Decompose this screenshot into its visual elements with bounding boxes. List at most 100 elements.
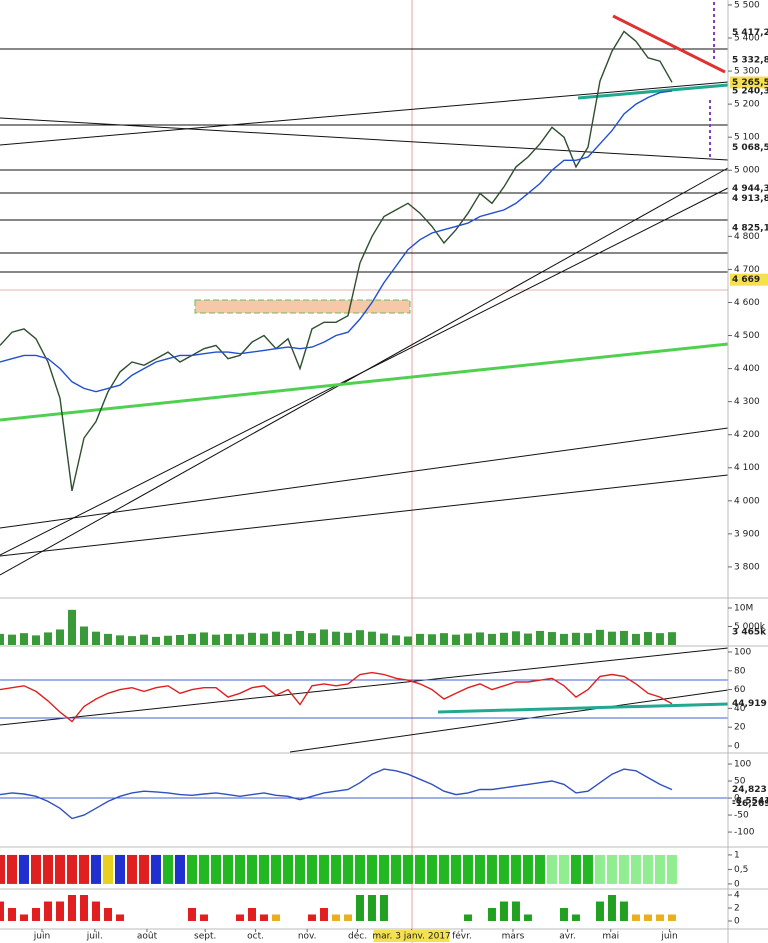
bar xyxy=(319,907,328,921)
bar xyxy=(115,635,124,645)
x-tick-label: mars xyxy=(502,932,525,942)
bar xyxy=(115,914,124,921)
y-tick-label: 4 500 xyxy=(734,331,760,341)
signal-bar xyxy=(138,854,149,884)
signal-bar xyxy=(186,854,197,884)
bar xyxy=(667,632,676,645)
series-line xyxy=(0,671,673,723)
bar xyxy=(415,633,424,645)
last-value-label: 4 913,81 xyxy=(732,194,768,204)
y-tick-label: 100 xyxy=(734,647,751,657)
bar xyxy=(463,914,472,921)
signal-bar xyxy=(210,854,221,884)
signal-bar xyxy=(642,854,653,884)
bar xyxy=(343,632,352,645)
signal-bar xyxy=(246,854,257,884)
bar xyxy=(403,636,412,645)
bar xyxy=(367,895,376,921)
signal-bar xyxy=(498,854,509,884)
bar xyxy=(643,914,652,921)
bar xyxy=(247,632,256,645)
rsi-support xyxy=(437,702,729,714)
signal-bar xyxy=(534,854,545,884)
bar xyxy=(607,631,616,645)
x-tick-label: août xyxy=(137,932,158,942)
y-tick-label: 80 xyxy=(734,666,746,676)
bar xyxy=(547,632,556,645)
bar xyxy=(427,634,436,645)
x-tick-label: févr. xyxy=(452,931,472,942)
bar xyxy=(307,914,316,921)
y-tick-label: 4 400 xyxy=(734,364,760,374)
bar xyxy=(199,632,208,645)
signal-bar xyxy=(126,854,137,884)
bar xyxy=(103,907,112,921)
signal-bar xyxy=(402,854,413,884)
x-tick-label: déc. xyxy=(348,931,367,942)
bar xyxy=(127,636,136,645)
y-tick-label: 4 800 xyxy=(734,232,760,242)
bar xyxy=(163,635,172,645)
y-tick-label: 4 000 xyxy=(734,496,760,506)
trend-line xyxy=(0,81,729,146)
y-tick-label: 3 900 xyxy=(734,529,760,539)
bar xyxy=(259,914,268,921)
bar xyxy=(523,914,532,921)
bar xyxy=(55,629,64,645)
signal-bar xyxy=(306,854,317,884)
bar xyxy=(31,907,40,921)
series-line xyxy=(0,90,673,393)
bar xyxy=(7,907,16,921)
resistance-line xyxy=(612,14,726,74)
signal-bar xyxy=(162,854,173,884)
bar xyxy=(79,626,88,645)
signal-bar xyxy=(474,854,485,884)
signal-bar xyxy=(486,854,497,884)
signal-bar xyxy=(42,854,53,884)
label-box xyxy=(730,273,768,286)
bar xyxy=(499,901,508,921)
bar xyxy=(331,914,340,921)
y-tick-label: 4 100 xyxy=(734,463,760,473)
signal-bar xyxy=(426,854,437,884)
bar xyxy=(307,633,316,645)
zone-box xyxy=(194,299,411,314)
bar xyxy=(619,630,628,645)
bar xyxy=(43,901,52,921)
bar xyxy=(655,633,664,645)
signal-bar xyxy=(330,854,341,884)
y-tick-label: 5 000k xyxy=(734,622,766,632)
bar xyxy=(247,907,256,921)
bar xyxy=(67,895,76,921)
label-box xyxy=(730,76,768,89)
y-tick-label: 5 400 xyxy=(734,34,760,44)
bar xyxy=(199,914,208,921)
bar xyxy=(379,895,388,921)
y-tick-label: 0 xyxy=(734,879,740,889)
signal-bar xyxy=(294,854,305,884)
y-tick-label: 0 xyxy=(734,741,740,751)
support-line xyxy=(577,83,729,100)
signal-bar xyxy=(282,854,293,884)
bar xyxy=(283,633,292,645)
trend-line xyxy=(0,474,729,557)
signal-bar xyxy=(150,854,161,884)
signal-bar xyxy=(0,854,5,884)
x-tick-label: sept. xyxy=(194,932,216,942)
bar xyxy=(595,629,604,645)
signal-bar xyxy=(54,854,65,884)
signal-bar xyxy=(522,854,533,884)
x-tick-label: juin xyxy=(660,932,677,942)
y-tick-label: 20 xyxy=(734,723,746,733)
y-tick-label: 5 300 xyxy=(734,67,760,77)
x-tick-label: nov. xyxy=(298,932,317,942)
last-value-label: 4 669 xyxy=(732,275,760,285)
rsi-trend-line xyxy=(0,647,729,726)
bar xyxy=(295,630,304,645)
y-tick-label: 0 xyxy=(734,794,740,804)
bar xyxy=(583,633,592,645)
bar xyxy=(655,914,664,921)
signal-bar xyxy=(366,854,377,884)
